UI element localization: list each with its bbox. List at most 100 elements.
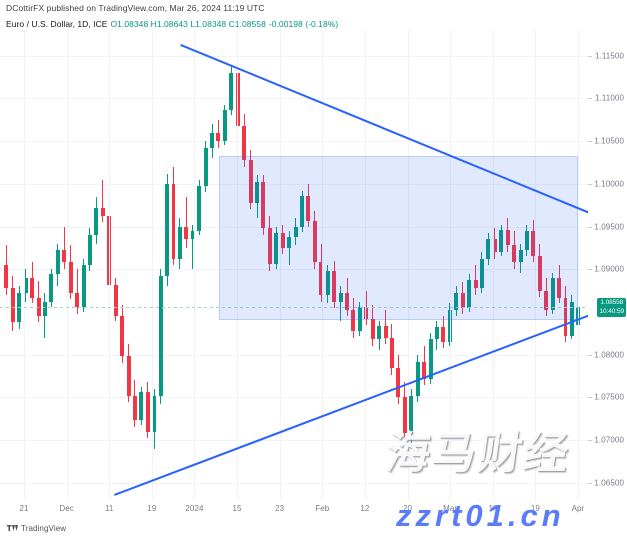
candle-body bbox=[229, 72, 234, 111]
candle-body bbox=[216, 132, 221, 142]
candle-body bbox=[248, 159, 253, 203]
candlestick bbox=[17, 30, 22, 500]
candle-wick bbox=[340, 286, 342, 321]
candlestick bbox=[300, 30, 304, 500]
candlestick bbox=[100, 30, 105, 500]
candlestick bbox=[30, 30, 35, 500]
grid-line-vertical bbox=[194, 30, 196, 500]
candle-body bbox=[132, 395, 137, 420]
attribution-text: DCottirFX published on TradingView.com, … bbox=[6, 3, 265, 13]
time-axis[interactable]: 21 Dec 11 19 2024 15 23 Feb 12 20 Mar 11 19 Apr bbox=[0, 500, 627, 516]
candlestick bbox=[197, 30, 202, 500]
price-axis-tick bbox=[588, 226, 592, 228]
last-price-badge[interactable]: 1.08558 10:40:59 bbox=[597, 298, 626, 318]
candlestick bbox=[537, 30, 542, 500]
candlestick bbox=[229, 30, 234, 500]
time-axis-label: Mar bbox=[443, 504, 458, 513]
grid-line-vertical bbox=[450, 30, 452, 500]
time-axis-label: 15 bbox=[232, 504, 242, 513]
candlestick bbox=[402, 30, 407, 500]
candlestick bbox=[550, 30, 555, 500]
candle-body bbox=[261, 182, 266, 229]
candlestick bbox=[396, 30, 401, 500]
candlestick bbox=[87, 30, 92, 500]
time-axis-label: Feb bbox=[315, 504, 330, 513]
candle-body bbox=[537, 256, 542, 291]
candle-body bbox=[120, 316, 125, 357]
price-axis-label: 1.07500 bbox=[594, 392, 624, 402]
grid-line-vertical bbox=[24, 30, 25, 500]
grid-line-horizontal bbox=[0, 440, 588, 442]
price-axis-tick bbox=[588, 98, 592, 100]
candlestick bbox=[120, 30, 125, 500]
candle-body bbox=[300, 195, 304, 227]
candle-body bbox=[312, 221, 317, 263]
candlestick bbox=[357, 30, 362, 500]
candle-wick bbox=[76, 269, 78, 314]
candlestick bbox=[345, 30, 349, 500]
candle-body bbox=[152, 395, 157, 432]
price-axis-tick bbox=[588, 141, 592, 143]
candlestick bbox=[505, 30, 510, 500]
candlestick bbox=[165, 30, 170, 500]
time-axis-label: Apr bbox=[571, 504, 585, 513]
candle-body bbox=[569, 301, 574, 336]
candle-body bbox=[190, 230, 195, 240]
legend-symbol[interactable]: Euro / U.S. Dollar, 1D, ICE bbox=[6, 19, 108, 29]
candle-body bbox=[203, 147, 208, 186]
grid-line-vertical bbox=[279, 30, 281, 500]
time-axis-label: 11 bbox=[104, 504, 114, 513]
price-axis[interactable]: 1.11500 1.11000 1.10500 1.10000 1.09500 1.090… bbox=[588, 30, 627, 500]
candlestick bbox=[36, 30, 41, 500]
grid-line-vertical bbox=[535, 30, 537, 500]
candlestick bbox=[569, 30, 574, 500]
candlestick bbox=[261, 30, 266, 500]
candlestick bbox=[139, 30, 144, 500]
grid-line-vertical bbox=[578, 30, 579, 500]
candlestick bbox=[467, 30, 472, 500]
candle-body bbox=[23, 277, 28, 294]
price-axis-label: 1.11500 bbox=[594, 51, 624, 61]
candlestick bbox=[184, 30, 189, 500]
price-axis-tick bbox=[588, 55, 592, 57]
price-axis-tick bbox=[588, 482, 592, 484]
candlestick bbox=[312, 30, 317, 500]
candle-body bbox=[402, 397, 407, 434]
candle-body bbox=[422, 361, 427, 379]
candlestick bbox=[370, 30, 375, 500]
candle-body bbox=[338, 293, 343, 302]
candle-body bbox=[447, 310, 452, 342]
candlestick bbox=[557, 30, 562, 500]
candle-body bbox=[409, 395, 414, 434]
candlestick bbox=[441, 30, 446, 500]
candle-body bbox=[184, 226, 189, 240]
candlestick bbox=[274, 30, 279, 500]
candlestick bbox=[126, 30, 131, 500]
candlestick bbox=[171, 30, 176, 500]
candle-body bbox=[62, 250, 67, 263]
candle-body bbox=[4, 265, 9, 289]
time-axis-label: 2024 bbox=[185, 504, 204, 513]
candle-body bbox=[434, 327, 439, 340]
candle-body bbox=[415, 361, 420, 396]
chart-plot-area[interactable] bbox=[0, 30, 588, 500]
candle-wick bbox=[185, 196, 187, 248]
candle-body bbox=[479, 259, 484, 289]
rectangle-zone[interactable] bbox=[219, 156, 578, 320]
candlestick bbox=[4, 30, 9, 500]
tradingview-logo[interactable]: TradingView bbox=[7, 519, 66, 537]
time-axis-label: 11 bbox=[488, 504, 498, 513]
grid-line-vertical bbox=[109, 30, 111, 500]
candle-body bbox=[460, 293, 465, 308]
candle-body bbox=[319, 262, 324, 295]
candlestick bbox=[351, 30, 356, 500]
candlestick bbox=[454, 30, 459, 500]
candlestick bbox=[75, 30, 80, 500]
candlestick bbox=[325, 30, 330, 500]
candlestick bbox=[473, 30, 478, 500]
candle-body bbox=[49, 274, 54, 302]
candle-body bbox=[345, 293, 349, 311]
candle-body bbox=[306, 195, 311, 222]
candlestick bbox=[177, 30, 182, 500]
